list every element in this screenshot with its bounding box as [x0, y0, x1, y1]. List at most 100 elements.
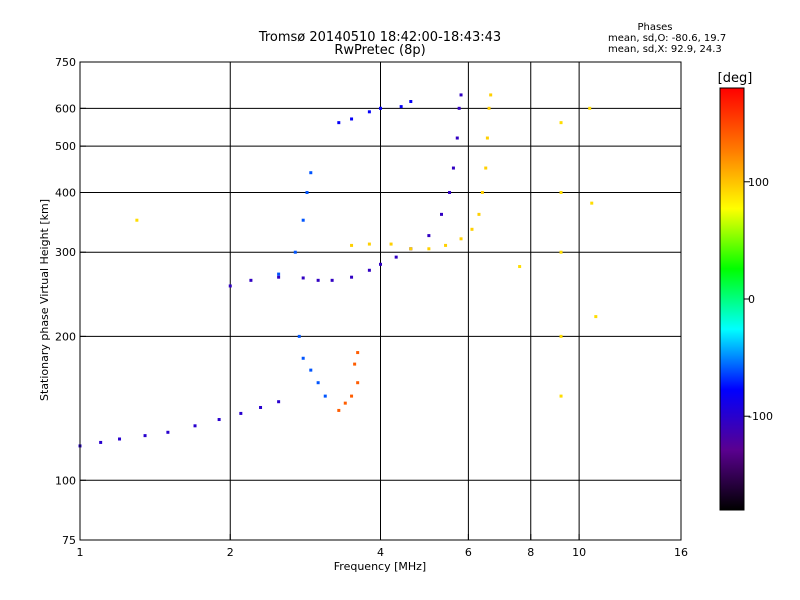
data-point [379, 262, 382, 266]
data-point [301, 218, 305, 222]
data-point [316, 278, 320, 282]
data-point [451, 166, 455, 170]
x-tick-label: 1 [77, 546, 84, 559]
x-tick-label: 8 [527, 546, 534, 559]
colorbar-gradient [719, 87, 745, 511]
data-point [409, 247, 413, 251]
x-tick-label: 4 [377, 546, 384, 559]
x-tick-label: 16 [674, 546, 688, 559]
data-point [118, 437, 122, 441]
data-points [78, 93, 598, 448]
data-point [356, 351, 360, 355]
data-point [440, 212, 444, 216]
data-point [457, 106, 461, 110]
data-point [559, 250, 563, 254]
data-point [590, 201, 594, 205]
x-tick-label: 10 [572, 546, 586, 559]
data-point [309, 171, 313, 175]
y-tick-label: 400 [55, 186, 76, 199]
phase-stats-o-mode: mean, sd,O: -80.6, 19.7 [608, 33, 727, 44]
data-point [559, 394, 563, 398]
data-point [217, 418, 221, 422]
data-point [350, 117, 354, 121]
phase-stats-x-mode: mean, sd,X: 92.9, 24.3 [608, 44, 722, 55]
chart-title: Tromsø 20140510 18:42:00-18:43:43 [258, 30, 502, 45]
data-point [484, 166, 488, 170]
data-point [559, 121, 563, 125]
x-tick-label: 6 [465, 546, 472, 559]
data-point [297, 334, 301, 338]
y-tick-label: 75 [62, 534, 76, 547]
data-point [518, 265, 522, 269]
y-tick-label: 200 [55, 330, 76, 343]
data-point [277, 272, 281, 276]
data-point [353, 362, 357, 366]
data-point [249, 278, 253, 282]
y-tick-label: 750 [55, 56, 76, 69]
data-point [239, 411, 243, 415]
y-tick-label: 300 [55, 246, 76, 259]
data-point [477, 212, 481, 216]
y-tick-label: 100 [55, 474, 76, 487]
data-point [480, 190, 484, 194]
x-axis-label: Frequency [MHz] [334, 560, 426, 573]
y-axis-label: Stationary phase Virtual Height [km] [38, 199, 51, 401]
phase-colorbar: [deg] 100 0 -100 [718, 71, 773, 511]
data-point [489, 93, 493, 97]
data-point [350, 275, 354, 279]
data-point [143, 434, 147, 438]
data-point [323, 394, 327, 398]
data-point [343, 401, 347, 405]
colorbar-tick-label: 100 [748, 176, 769, 189]
data-point [367, 110, 371, 114]
colorbar-tick-label: -100 [748, 410, 773, 423]
data-point [305, 190, 309, 194]
data-point [350, 394, 354, 398]
data-point [293, 250, 297, 254]
data-point [389, 242, 393, 246]
data-point [470, 227, 474, 231]
data-point [427, 234, 431, 238]
data-point [594, 315, 598, 319]
data-point [427, 247, 431, 251]
data-point [356, 381, 360, 385]
data-point [193, 424, 197, 428]
data-point [367, 242, 371, 246]
data-point [309, 368, 313, 372]
data-point [301, 356, 305, 360]
data-point [301, 276, 305, 280]
data-point [350, 243, 354, 247]
phase-stats-heading: Phases [637, 22, 673, 33]
data-point [588, 106, 592, 110]
data-point [459, 93, 463, 97]
chart-subtitle: RwPretec (8p) [334, 43, 426, 58]
data-point [228, 284, 232, 288]
colorbar-unit: [deg] [718, 71, 753, 86]
x-tick-label: 2 [227, 546, 234, 559]
data-point [337, 408, 341, 412]
data-point [135, 218, 139, 222]
y-tick-label: 500 [55, 140, 76, 153]
data-point [455, 136, 459, 140]
grid-lines [80, 62, 681, 540]
data-point [277, 275, 281, 279]
data-point [444, 243, 448, 247]
data-point [379, 106, 382, 110]
data-point [448, 190, 452, 194]
y-tick-label: 600 [55, 102, 76, 115]
data-point [99, 440, 103, 444]
data-point [487, 106, 491, 110]
data-point [316, 381, 320, 385]
data-point [394, 255, 398, 259]
data-point [330, 278, 334, 282]
data-point [485, 136, 489, 140]
data-point [409, 100, 413, 104]
data-point [259, 405, 263, 409]
data-point [166, 430, 170, 434]
data-point [399, 105, 403, 109]
colorbar-tick-label: 0 [748, 293, 755, 306]
axes: 1 2 4 6 8 10 16 75 100 200 300 400 500 600 750 [55, 56, 688, 559]
data-point [559, 334, 563, 338]
data-point [337, 121, 341, 125]
data-point [277, 400, 281, 404]
